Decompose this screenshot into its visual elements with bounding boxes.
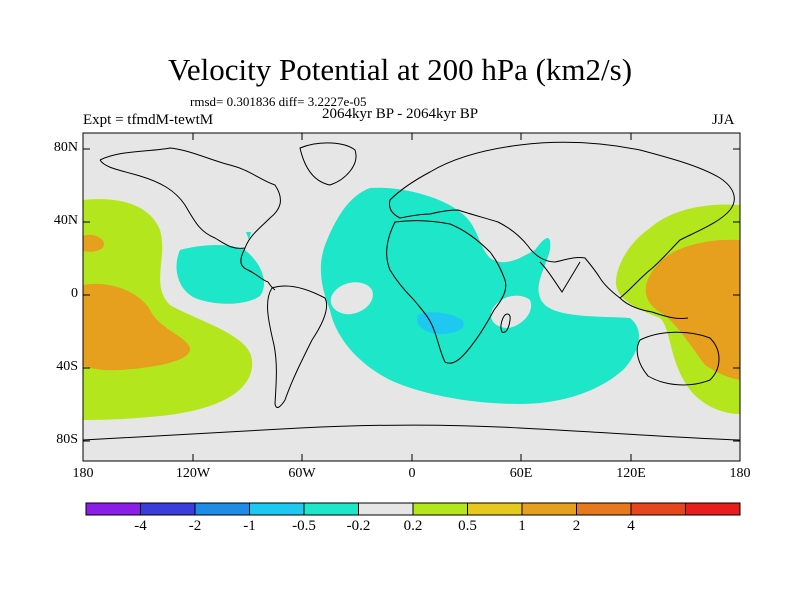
contour-negative-main <box>320 187 640 404</box>
x-axis-label: 120W <box>175 466 211 481</box>
colorbar-swatch <box>249 502 305 516</box>
colorbar-swatch <box>521 502 577 516</box>
stats-line: rmsd= 0.301836 diff= 3.2227e-05 <box>190 94 367 109</box>
colorbar-label: 1 <box>518 518 526 534</box>
x-axis-label: 60E <box>509 466 533 481</box>
coastline-europe-asia <box>389 141 735 299</box>
colorbar-swatch <box>412 502 468 516</box>
contour-neutral-hole-indian <box>490 295 532 328</box>
colorbar <box>85 502 741 516</box>
colorbar-label: 4 <box>627 518 635 534</box>
colorbar-swatch <box>467 502 523 516</box>
colorbar-label: 2 <box>572 518 581 534</box>
axis-ticks <box>82 133 741 461</box>
chart-title: Velocity Potential at 200 hPa (km2/s) <box>167 52 633 87</box>
experiment-label: Expt = tfmdM-tewtM <box>83 112 214 128</box>
colorbar-swatch <box>576 502 632 516</box>
y-axis-label: 40N <box>53 213 78 228</box>
y-axis-label: 80N <box>53 140 78 155</box>
colorbar-label: -1 <box>243 518 256 534</box>
colorbar-label: -2 <box>188 518 202 534</box>
contour-strong-positive-east <box>645 239 740 380</box>
x-axis-label: 60W <box>288 466 316 481</box>
contour-strong-positive-west-north <box>83 234 104 252</box>
colorbar-label: -0.5 <box>292 518 316 534</box>
contour-negative-small <box>246 232 251 240</box>
x-axis-label: 180 <box>729 466 751 481</box>
coastlines <box>83 141 740 441</box>
colorbar-label: -4 <box>134 518 147 534</box>
x-axis-label: 120E <box>616 466 646 481</box>
coastline-india <box>539 261 581 293</box>
period-label: 2064kyr BP - 2064kyr BP <box>322 106 479 122</box>
y-axis-label: 80S <box>56 432 78 447</box>
y-axis-label: 0 <box>71 286 78 301</box>
coastline-antarctica <box>83 424 740 441</box>
coastline-south-america <box>267 285 327 408</box>
season-label: JJA <box>712 112 735 128</box>
colorbar-swatch <box>194 502 250 516</box>
contour-fills <box>83 187 740 420</box>
coastline-greenland <box>299 142 357 186</box>
contour-strong-positive-west <box>83 283 191 371</box>
colorbar-label: 0.5 <box>458 518 477 534</box>
contour-negative-americas <box>176 245 265 304</box>
contour-stronger-negative <box>417 312 464 334</box>
colorbar-swatch <box>85 502 141 516</box>
colorbar-swatch <box>630 502 686 516</box>
colorbar-swatch <box>140 502 196 516</box>
coastline-north-america <box>99 147 281 291</box>
coastline-southeast-asia <box>619 297 689 319</box>
colorbar-swatch <box>685 502 741 516</box>
coastline-australia <box>636 331 720 386</box>
contour-neutral-hole-atlantic <box>330 282 373 315</box>
coastline-madagascar <box>500 313 511 333</box>
x-axis-label: 180 <box>72 466 94 481</box>
colorbar-swatch <box>358 502 414 516</box>
colorbar-label: 0.2 <box>403 518 423 534</box>
colorbar-label: -0.2 <box>346 518 371 534</box>
x-axis-label: 0 <box>408 466 416 481</box>
y-axis-label: 40S <box>56 359 78 374</box>
colorbar-swatch <box>303 502 359 516</box>
coastline-africa <box>386 220 507 364</box>
